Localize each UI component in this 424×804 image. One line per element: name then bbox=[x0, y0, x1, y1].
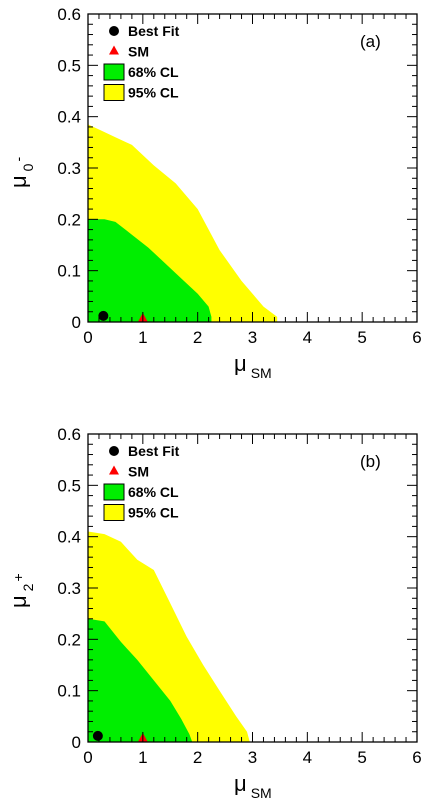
legend-item: SM bbox=[109, 464, 149, 480]
x-axis-label-main: μ bbox=[234, 351, 247, 376]
y-tick-label: 0.3 bbox=[57, 159, 81, 178]
y-tick-label: 0 bbox=[72, 733, 81, 752]
svg-text:μ SM: μ SM bbox=[234, 771, 272, 801]
legend-symbol-sm bbox=[109, 465, 119, 475]
legend-swatch bbox=[103, 84, 125, 101]
x-tick-label: 5 bbox=[357, 328, 366, 347]
x-axis-label: μ SM bbox=[234, 351, 272, 381]
panel-a: 0 1 2 3 4 5 6 0 0.1 0.2 0.3 0.4 0.5 0.6 Best Fit SM 68%… bbox=[6, 5, 422, 381]
best-fit-point bbox=[98, 310, 109, 321]
legend-symbol-best-fit bbox=[109, 446, 119, 456]
y-tick-label: 0.6 bbox=[57, 425, 81, 444]
y-axis-label-sup: + bbox=[10, 573, 26, 581]
y-axis-label-main: μ bbox=[6, 595, 31, 608]
x-tick-label: 2 bbox=[193, 328, 202, 347]
y-tick-label: 0.6 bbox=[57, 5, 81, 24]
legend-item: 95% CL bbox=[103, 504, 179, 521]
x-tick-label: 2 bbox=[193, 748, 202, 767]
x-axis-label-sub: SM bbox=[251, 785, 272, 801]
legend-label: 68% CL bbox=[128, 484, 179, 500]
x-tick-label: 0 bbox=[83, 748, 92, 767]
y-tick-label: 0 bbox=[72, 313, 81, 332]
y-axis-label: μ 0 - bbox=[6, 157, 37, 188]
x-tick-label: 5 bbox=[357, 748, 366, 767]
y-axis-label-main: μ bbox=[6, 175, 31, 188]
x-tick-label: 6 bbox=[412, 748, 421, 767]
x-axis-label-main: μ bbox=[234, 771, 247, 796]
legend-item: 95% CL bbox=[103, 84, 179, 101]
legend-label: Best Fit bbox=[128, 443, 180, 459]
legend-label: SM bbox=[128, 44, 149, 60]
y-tick-label: 0.5 bbox=[57, 476, 81, 495]
svg-text:μ 2 +: μ 2 + bbox=[6, 573, 37, 608]
panel-label: (b) bbox=[360, 452, 381, 471]
x-tick-label: 4 bbox=[303, 328, 312, 347]
region-68-cl bbox=[88, 618, 193, 742]
legend-item: Best Fit bbox=[109, 443, 180, 459]
y-axis-label-sup: - bbox=[10, 157, 26, 162]
x-tick-label: 4 bbox=[303, 748, 312, 767]
legend-swatch bbox=[103, 483, 125, 501]
legend-item: 68% CL bbox=[103, 63, 179, 81]
y-tick-label: 0.1 bbox=[57, 262, 81, 281]
y-tick-label: 0.3 bbox=[57, 579, 81, 598]
legend-symbol-sm bbox=[109, 45, 119, 55]
legend-label: 68% CL bbox=[128, 64, 179, 80]
region-68-cl bbox=[88, 219, 212, 322]
legend-item: SM bbox=[109, 44, 149, 60]
svg-text:μ 0 -: μ 0 - bbox=[6, 157, 37, 188]
panel-label: (a) bbox=[360, 32, 381, 51]
y-tick-label: 0.5 bbox=[57, 56, 81, 75]
legend-label: 95% CL bbox=[128, 505, 179, 521]
legend-label: SM bbox=[128, 464, 149, 480]
y-axis-label-sub: 2 bbox=[20, 583, 36, 591]
y-tick-label: 0.2 bbox=[57, 630, 81, 649]
legend-label: Best Fit bbox=[128, 23, 180, 39]
y-axis-label-sub: 0 bbox=[20, 163, 36, 171]
x-tick-label: 6 bbox=[412, 328, 421, 347]
x-axis-label: μ SM bbox=[234, 771, 272, 801]
legend-swatch bbox=[103, 63, 125, 81]
legend-symbol-best-fit bbox=[109, 26, 119, 36]
y-tick-label: 0.4 bbox=[57, 528, 81, 547]
x-tick-label: 3 bbox=[248, 328, 257, 347]
y-axis-label: μ 2 + bbox=[6, 573, 37, 608]
legend-item: 68% CL bbox=[103, 483, 179, 501]
x-tick-label: 3 bbox=[248, 748, 257, 767]
legend-label: 95% CL bbox=[128, 85, 179, 101]
x-tick-label: 0 bbox=[83, 328, 92, 347]
legend-item: Best Fit bbox=[109, 23, 180, 39]
x-axis-label-sub: SM bbox=[251, 365, 272, 381]
legend-swatch bbox=[103, 504, 125, 521]
best-fit-point bbox=[92, 730, 103, 741]
x-tick-label: 1 bbox=[138, 748, 147, 767]
x-tick-label: 1 bbox=[138, 328, 147, 347]
svg-text:μ SM: μ SM bbox=[234, 351, 272, 381]
panel-b: 0 1 2 3 4 5 6 0 0.1 0.2 0.3 0.4 0.5 0.6 Best Fit SM 68%… bbox=[6, 425, 422, 801]
y-tick-label: 0.1 bbox=[57, 682, 81, 701]
y-tick-label: 0.2 bbox=[57, 210, 81, 229]
y-tick-label: 0.4 bbox=[57, 108, 81, 127]
